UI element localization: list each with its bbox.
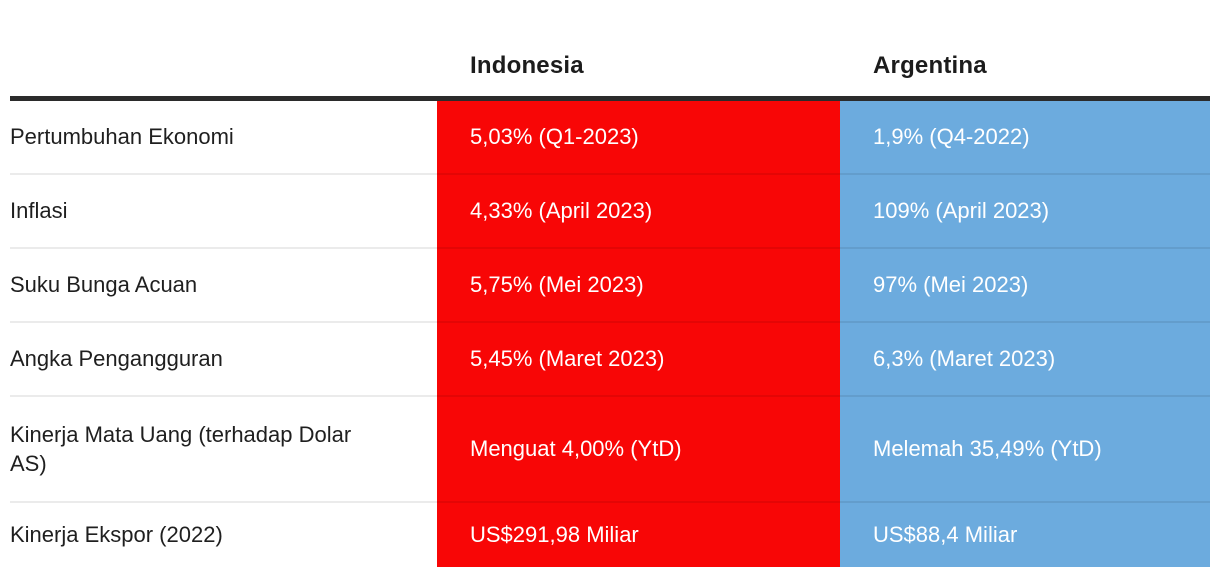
indonesia-value: 4,33% (April 2023) — [437, 173, 840, 247]
row-label: Pertumbuhan Ekonomi — [10, 101, 437, 173]
table-row-angka-pengangguran: Angka Pengangguran 5,45% (Maret 2023) 6,… — [10, 321, 1210, 395]
row-label: Suku Bunga Acuan — [10, 247, 437, 321]
argentina-value: 97% (Mei 2023) — [840, 247, 1210, 321]
table-row-suku-bunga-acuan: Suku Bunga Acuan 5,75% (Mei 2023) 97% (M… — [10, 247, 1210, 321]
row-label: Kinerja Mata Uang (terhadap Dolar AS) — [10, 395, 437, 501]
row-label: Angka Pengangguran — [10, 321, 437, 395]
header-row: Indonesia Argentina — [10, 0, 1210, 96]
header-cell-empty — [10, 0, 437, 96]
argentina-value: 1,9% (Q4-2022) — [840, 101, 1210, 173]
table-row-pertumbuhan-ekonomi: Pertumbuhan Ekonomi 5,03% (Q1-2023) 1,9%… — [10, 101, 1210, 173]
country-comparison-table: Indonesia Argentina Pertumbuhan Ekonomi … — [10, 0, 1210, 567]
table-row-inflasi: Inflasi 4,33% (April 2023) 109% (April 2… — [10, 173, 1210, 247]
table-row-kinerja-mata-uang: Kinerja Mata Uang (terhadap Dolar AS) Me… — [10, 395, 1210, 501]
argentina-value: 109% (April 2023) — [840, 173, 1210, 247]
table-row-kinerja-ekspor: Kinerja Ekspor (2022) US$291,98 Miliar U… — [10, 501, 1210, 567]
header-cell-argentina: Argentina — [873, 52, 987, 79]
indonesia-value: Menguat 4,00% (YtD) — [437, 395, 840, 501]
indonesia-value: 5,45% (Maret 2023) — [437, 321, 840, 395]
row-label: Inflasi — [10, 173, 437, 247]
indonesia-value: US$291,98 Miliar — [437, 501, 840, 567]
header-rule — [10, 96, 1210, 101]
row-label: Kinerja Ekspor (2022) — [10, 501, 437, 567]
indonesia-value: 5,03% (Q1-2023) — [437, 101, 840, 173]
argentina-value: US$88,4 Miliar — [840, 501, 1210, 567]
argentina-value: Melemah 35,49% (YtD) — [840, 395, 1210, 501]
argentina-value: 6,3% (Maret 2023) — [840, 321, 1210, 395]
header-cell-indonesia: Indonesia — [470, 52, 584, 79]
indonesia-value: 5,75% (Mei 2023) — [437, 247, 840, 321]
